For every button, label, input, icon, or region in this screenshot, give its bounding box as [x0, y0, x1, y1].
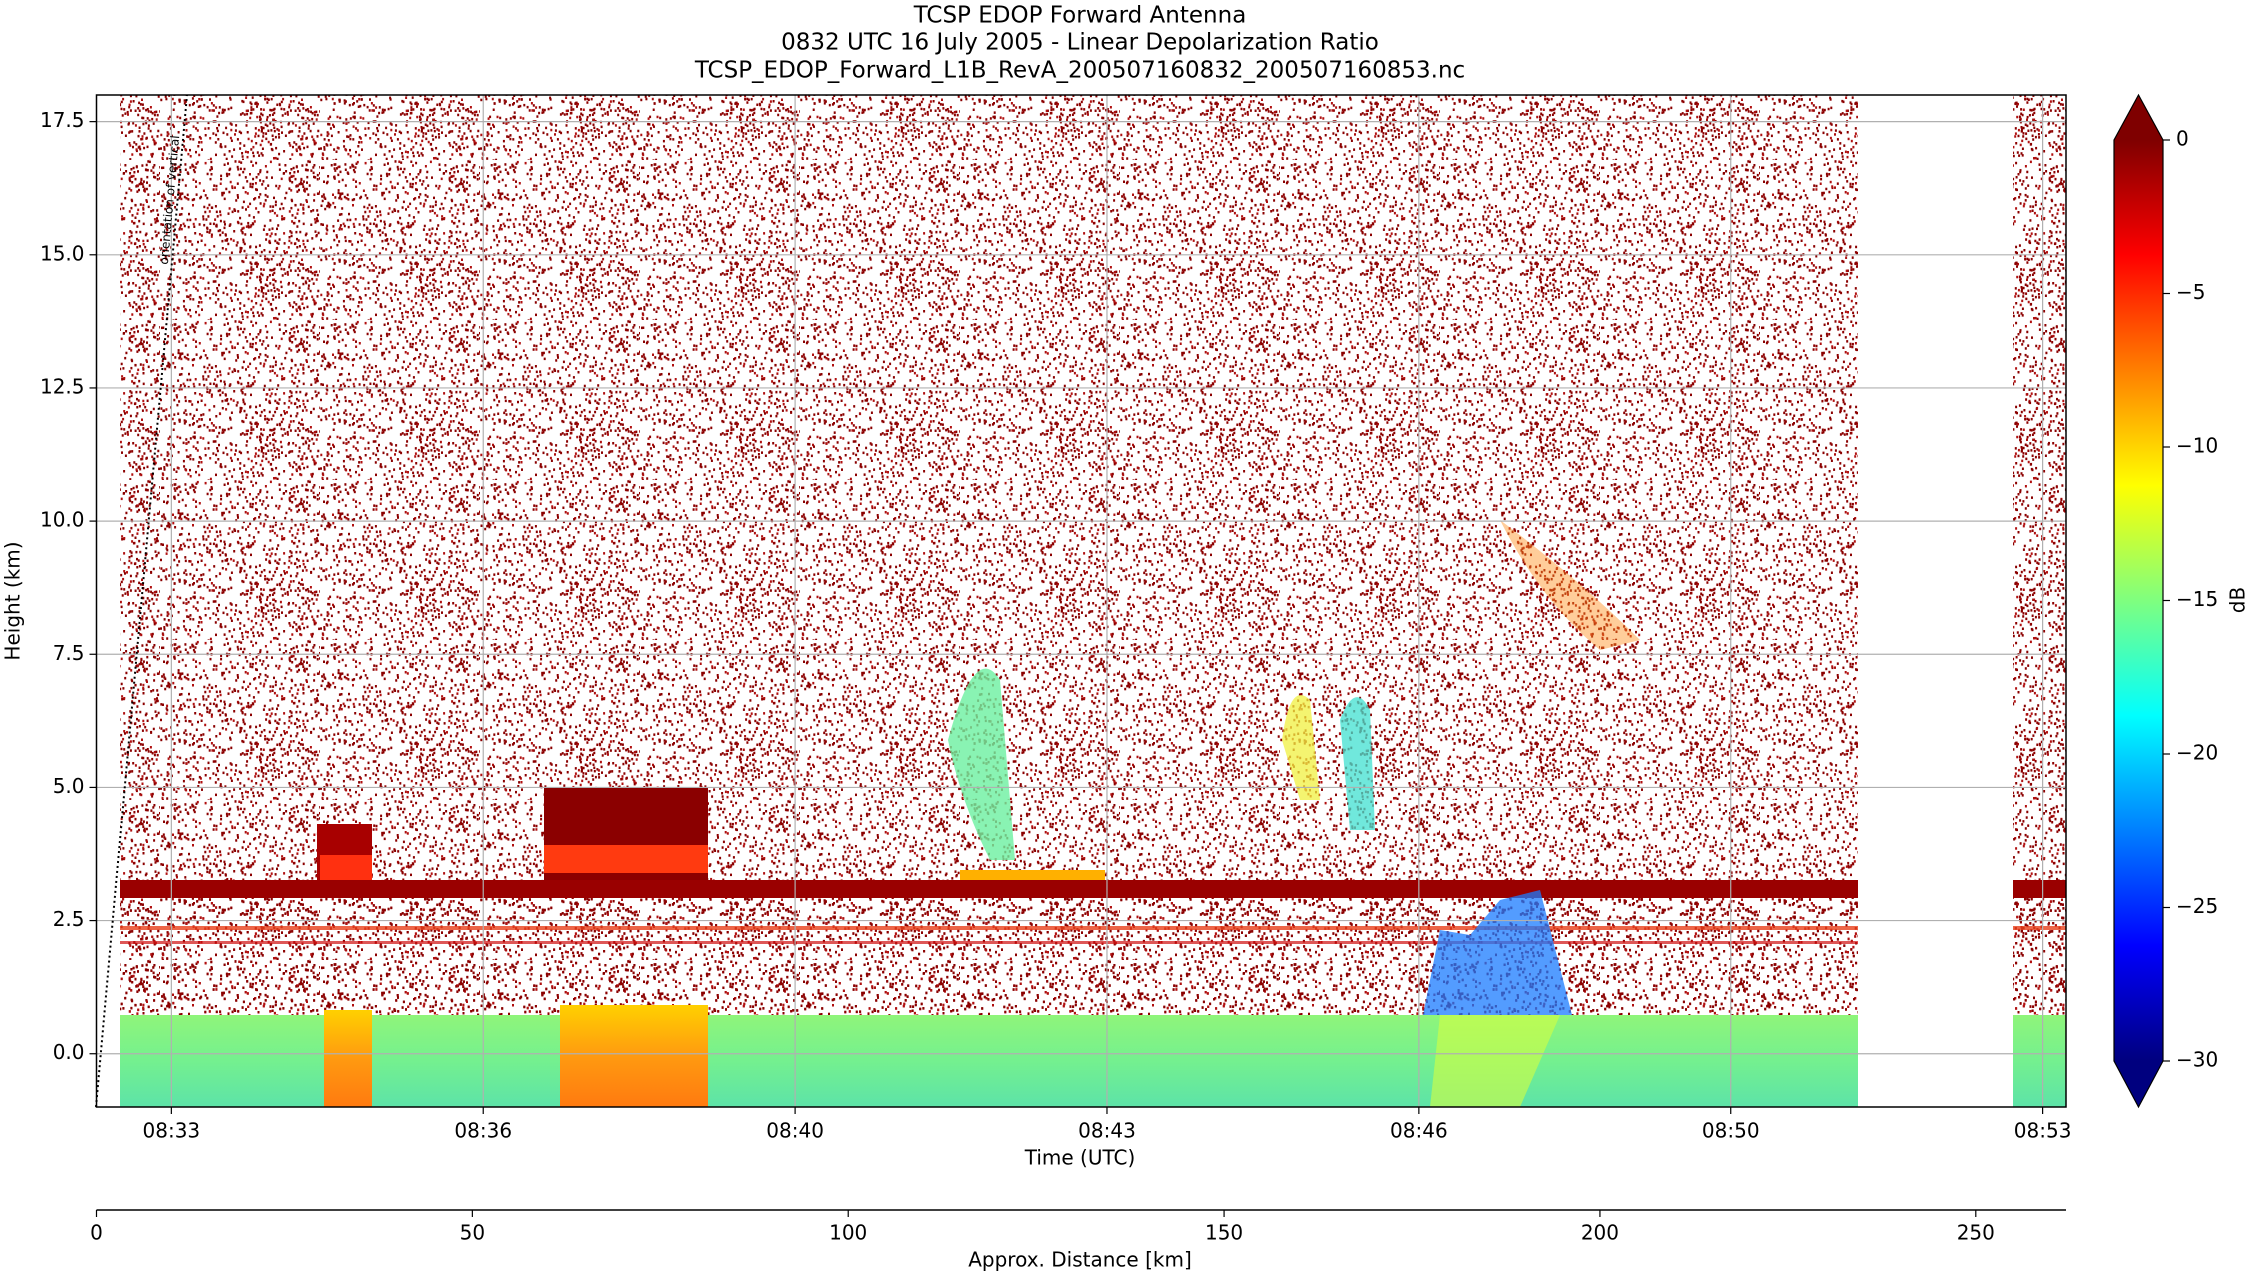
- colorbar-tick-label: −25: [2176, 894, 2218, 918]
- y-tick-label: 15.0: [40, 241, 85, 265]
- radar-field: [120, 95, 2066, 1107]
- cloud-patch: [1500, 520, 1640, 650]
- colorbar: [2114, 140, 2163, 1061]
- chart-title: TCSP EDOP Forward Antenna: [913, 3, 1247, 29]
- x-tick-label: 08:33: [143, 1119, 201, 1143]
- cloud-patch: [1340, 697, 1375, 830]
- y-tick-label: 7.5: [53, 641, 85, 665]
- x2-tick-label: 250: [1957, 1221, 1995, 1245]
- speckle: [120, 884, 1858, 1015]
- x2-tick-label: 150: [1205, 1221, 1243, 1245]
- x-tick-label: 08:53: [2014, 1119, 2072, 1143]
- x2-tick-label: 50: [460, 1221, 485, 1245]
- colorbar-label: dB: [2226, 587, 2250, 613]
- melting-layer: [2013, 880, 2066, 898]
- x-tick-label: 08:46: [1390, 1119, 1448, 1143]
- colorbar-tick-label: 0: [2176, 127, 2189, 151]
- x-tick-label: 08:40: [766, 1119, 824, 1143]
- cloud-patch: [948, 668, 1015, 860]
- y-tick-label: 2.5: [53, 907, 85, 931]
- y-tick-label: 10.0: [40, 508, 85, 532]
- colorbar-extend-max: [2114, 95, 2163, 140]
- x2-tick-label: 200: [1581, 1221, 1619, 1245]
- bump: [544, 845, 708, 873]
- colorbar-tick-label: −30: [2176, 1048, 2218, 1072]
- melting-layer: [120, 880, 1858, 898]
- y-tick-label: 5.0: [53, 774, 85, 798]
- chart-subtitle: 0832 UTC 16 July 2005 - Linear Depolariz…: [781, 30, 1379, 56]
- x-tick-label: 08:50: [1702, 1119, 1760, 1143]
- cloud-patch: [1282, 695, 1320, 800]
- y-tick-label: 0.0: [53, 1040, 85, 1064]
- y-axis-label: Height (km): [1, 541, 25, 660]
- y-tick-label: 17.5: [40, 108, 85, 132]
- colorbar-tick-label: −5: [2176, 280, 2205, 304]
- band: [2013, 926, 2066, 930]
- colorbar-extend-min: [2114, 1061, 2163, 1107]
- bump: [320, 855, 372, 880]
- bump: [960, 870, 1105, 880]
- surface-layer: [120, 1015, 1858, 1107]
- band: [120, 926, 1858, 930]
- grid: [96, 95, 2066, 1107]
- blue-patch: [1423, 890, 1572, 1015]
- speckle: [2013, 884, 2066, 1015]
- file-name: TCSP_EDOP_Forward_L1B_RevA_200507160832_…: [694, 58, 1465, 84]
- band: [120, 941, 1858, 944]
- colorbar-tick-label: −20: [2176, 741, 2218, 765]
- vertical-orientation-line: [95, 94, 188, 1108]
- x2-tick-label: 100: [829, 1221, 867, 1245]
- surface-layer: [2013, 1015, 2066, 1107]
- x2-axis-label: Approx. Distance [km]: [968, 1248, 1192, 1272]
- x-axis-label: Time (UTC): [1024, 1146, 1136, 1170]
- x-tick-label: 08:36: [454, 1119, 512, 1143]
- x-tick-label: 08:43: [1078, 1119, 1136, 1143]
- yellow-patch: [1430, 1015, 1560, 1107]
- hot-patch: [560, 1005, 708, 1107]
- y-tick-label: 12.5: [40, 374, 85, 398]
- plot-frame: [95, 94, 2067, 1108]
- colorbar-tick-label: −10: [2176, 434, 2218, 458]
- colorbar-tick-label: −15: [2176, 587, 2218, 611]
- hot-patch: [324, 1010, 372, 1107]
- x2-tick-label: 0: [90, 1221, 103, 1245]
